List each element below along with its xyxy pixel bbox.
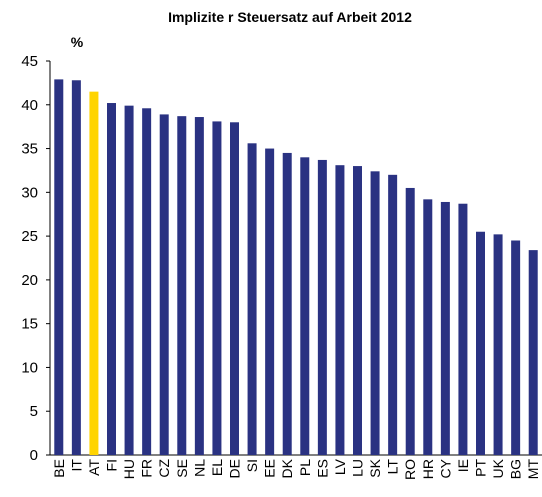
x-tick-label: PT	[473, 459, 489, 477]
x-tick-label: MT	[525, 459, 541, 480]
bar	[194, 117, 204, 455]
y-tick-label: 20	[21, 272, 38, 289]
chart-title: Implizite r Steuersatz auf Arbeit 2012	[168, 9, 412, 25]
x-tick-label: RO	[402, 459, 418, 480]
y-tick-label: 40	[21, 97, 38, 114]
bar	[247, 143, 257, 455]
x-tick-label: IE	[455, 459, 471, 472]
bar	[71, 80, 81, 456]
bar	[124, 105, 134, 456]
x-tick-label: PL	[297, 459, 313, 476]
x-tick-label: ES	[314, 459, 330, 478]
x-tick-label: CZ	[156, 459, 172, 478]
bar	[458, 203, 468, 455]
bar	[370, 171, 380, 455]
x-tick-label: BE	[51, 459, 67, 478]
x-tick-label: SK	[367, 458, 383, 477]
x-tick-label: HU	[121, 459, 137, 479]
bar	[54, 79, 64, 456]
bar	[511, 240, 521, 455]
bar	[405, 187, 415, 455]
y-tick-label: 25	[21, 228, 38, 245]
x-tick-label: LU	[350, 459, 366, 477]
bar	[493, 234, 503, 455]
bar	[142, 108, 152, 455]
bar	[282, 152, 292, 455]
x-tick-label: FI	[104, 459, 120, 471]
bar	[107, 103, 116, 455]
x-tick-label: SE	[174, 459, 190, 478]
bar	[317, 159, 327, 455]
x-tick-label: CY	[437, 458, 453, 478]
x-tick-label: AT	[86, 459, 102, 476]
x-tick-label: EL	[209, 459, 225, 476]
x-tick-label: HR	[420, 459, 436, 479]
y-tick-label: 45	[21, 53, 38, 70]
y-tick-label: 0	[30, 447, 38, 464]
x-tick-label: LV	[332, 458, 348, 475]
bar	[440, 201, 450, 455]
bar	[300, 157, 310, 456]
x-tick-label: BG	[508, 459, 524, 479]
y-tick-label: 5	[30, 403, 38, 420]
x-tick-label: EE	[262, 459, 278, 478]
bar	[528, 250, 538, 455]
bar	[159, 114, 169, 456]
bar	[265, 148, 275, 456]
x-tick-label: DK	[279, 458, 295, 478]
bar	[353, 166, 362, 456]
x-tick-label: SI	[244, 459, 260, 472]
y-tick-label: 35	[21, 141, 38, 158]
y-tick-label: 30	[21, 184, 38, 201]
bar	[212, 121, 222, 455]
bar	[89, 91, 99, 456]
unit-label: %	[71, 34, 84, 50]
x-tick-label: NL	[191, 459, 207, 477]
y-tick-label: 15	[21, 316, 38, 333]
x-tick-label: FR	[139, 459, 155, 478]
x-tick-label: LT	[385, 459, 401, 475]
bar	[335, 165, 345, 456]
x-tick-label: IT	[68, 459, 84, 472]
x-tick-label: DE	[227, 459, 243, 478]
bar	[230, 122, 239, 456]
y-tick-label: 10	[21, 359, 38, 376]
x-tick-label: UK	[490, 458, 506, 478]
bar	[388, 174, 398, 456]
bar	[423, 199, 433, 455]
bar	[177, 116, 187, 455]
bar	[476, 231, 485, 455]
